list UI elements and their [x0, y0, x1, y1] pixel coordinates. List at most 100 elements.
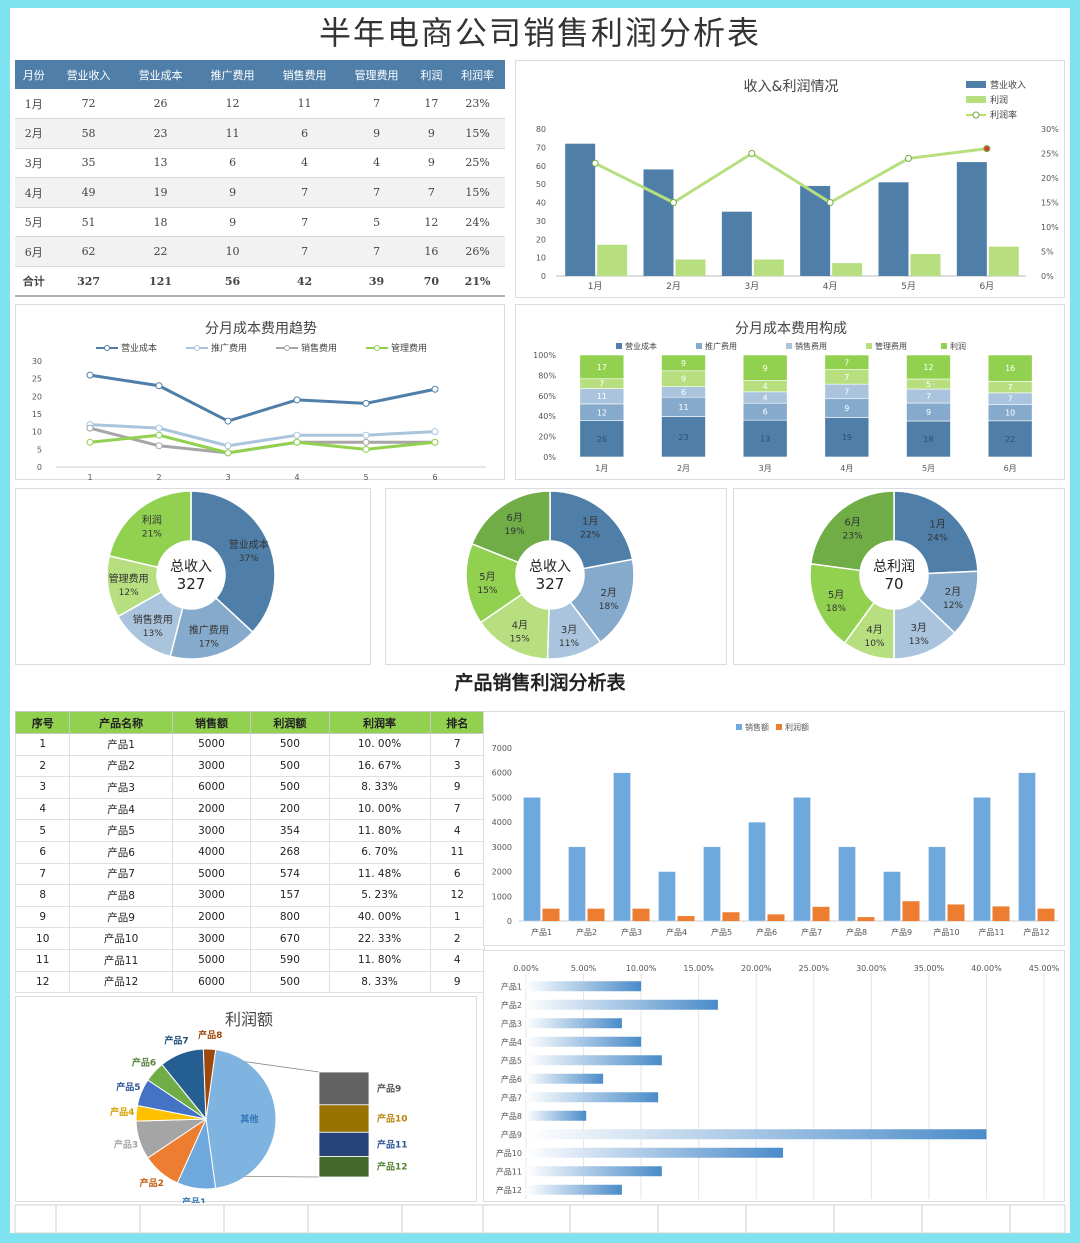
bar-sales	[838, 846, 856, 922]
monthly-table-cell: 26	[124, 89, 197, 120]
line-point	[362, 438, 370, 446]
monthly-table-cell: 9	[196, 177, 269, 208]
legend-swatch	[104, 345, 110, 351]
stack-label: 12	[923, 363, 933, 372]
monthly-table-cell: 23	[124, 118, 197, 149]
point-profit-rate	[591, 159, 599, 167]
pie-slice	[202, 1048, 217, 1120]
product-table-cell: 22. 33%	[328, 927, 431, 950]
legend-swatch	[194, 345, 200, 351]
product-table-cell: 3000	[171, 754, 252, 778]
bar-sales	[883, 871, 901, 922]
y-tick-label: 产品8	[501, 1111, 522, 1121]
bar-revenue	[956, 162, 987, 276]
y2-tick-label: 20%	[1041, 174, 1059, 183]
center-label: 总收入	[529, 559, 571, 575]
sheet-footer-grid	[14, 1204, 1066, 1234]
x-tick-label: 5月	[901, 281, 916, 292]
monthly-table-header: 利润率	[450, 60, 505, 89]
legend-swatch	[972, 111, 980, 119]
donut-slice	[108, 490, 192, 569]
chart-title: 收入&利润情况	[744, 79, 839, 95]
product-table-cell: 7	[429, 733, 486, 756]
product-table-cell: 12	[14, 970, 71, 994]
line-point	[293, 431, 301, 439]
y-tick-label: 产品5	[501, 1055, 522, 1065]
product-table-header: 销售额	[171, 711, 252, 734]
bar-profit	[988, 246, 1019, 276]
stack-label: 7	[844, 358, 849, 367]
slice-label: 3月	[911, 622, 927, 634]
slice-percent: 11%	[559, 639, 579, 649]
legend-swatch	[966, 81, 986, 88]
y-tick-label: 6000	[492, 769, 512, 778]
y-tick-label: 80%	[538, 371, 556, 380]
slice-label: 6月	[506, 512, 522, 524]
bar-profit	[677, 916, 695, 921]
bar-profit	[857, 917, 875, 921]
donut-hole	[158, 542, 224, 608]
product-table-cell: 500	[250, 970, 330, 994]
slice-label: 管理费用	[109, 572, 149, 585]
x-tick-label: 35.00%	[914, 964, 945, 973]
monthly-table-row: 6月 62 22 10 7 7 16 26%	[15, 236, 505, 268]
pie-slice	[205, 1049, 277, 1189]
product-table-cell: 3000	[171, 819, 252, 842]
y2-tick-label: 5%	[1041, 248, 1054, 257]
product-table-cell: 2	[14, 754, 71, 778]
x-tick-label: 10.00%	[626, 964, 657, 973]
line-profit-rate	[594, 147, 988, 205]
monthly-table-cell: 56	[196, 266, 269, 298]
legend-label: 推广费用	[211, 342, 247, 354]
stack-label: 7	[844, 373, 849, 382]
bar-sales	[613, 772, 631, 922]
page-title: 半年电商公司销售利润分析表	[318, 14, 761, 52]
product-table-cell: 9	[429, 776, 486, 799]
monthly-table-cell: 22	[124, 236, 197, 268]
legend-swatch	[966, 96, 986, 103]
slice-label: 利润	[142, 514, 162, 527]
product-table-cell: 11	[429, 840, 486, 864]
monthly-table-cell: 合计	[15, 266, 53, 298]
chart-title: 分月成本费用趋势	[205, 321, 317, 337]
line-point	[224, 442, 232, 450]
pie-slice-label: 其他	[240, 1113, 258, 1125]
other-segment	[318, 1131, 370, 1157]
legend-label: 销售额	[745, 722, 769, 732]
y-tick-label: 1000	[492, 892, 512, 901]
slice-percent: 12%	[119, 588, 139, 598]
legend-swatch	[866, 343, 872, 349]
product-table-cell: 1	[14, 733, 71, 756]
y2-tick-label: 15%	[1041, 199, 1059, 208]
line-point	[86, 424, 94, 432]
profit-pie-chart: 利润额其他产品1 产品2 产品3 产品4 产品5 产品6 产品7 产品8 产品9 产品10 产品11…	[110, 1010, 407, 1208]
stack-segment	[824, 417, 870, 458]
legend-swatch	[736, 724, 742, 730]
monthly-table-cell: 5	[340, 207, 413, 238]
monthly-table-header: 营业成本	[124, 60, 197, 89]
product-section-title: 产品销售利润分析表	[454, 672, 626, 694]
y2-tick-label: 25%	[1041, 150, 1059, 159]
monthly-table-cell: 17	[412, 89, 451, 120]
stack-segment	[987, 420, 1033, 458]
stack-label: 17	[597, 363, 607, 372]
bar-sales	[748, 821, 766, 922]
monthly-table-cell: 58	[52, 118, 125, 149]
stack-label: 22	[1005, 435, 1015, 444]
slice-label: 推广费用	[189, 623, 229, 636]
product-table-cell: 产品2	[69, 754, 173, 778]
legend-swatch	[374, 345, 380, 351]
product-table-row: 8 产品8 3000 157 5. 23% 12	[14, 884, 486, 907]
product-table-cell: 40. 00%	[328, 905, 431, 929]
x-tick-label: 5月	[922, 464, 935, 473]
product-table-cell: 3	[14, 776, 71, 799]
stack-segment	[661, 416, 706, 458]
legend-label: 利润额	[785, 722, 809, 732]
legend-swatch	[616, 343, 622, 349]
slice-label: 5月	[479, 571, 495, 583]
x-tick-label: 产品3	[621, 927, 642, 937]
product-table-cell: 268	[250, 840, 330, 864]
pie-slice-label: 产品3	[114, 1139, 138, 1151]
monthly-table-cell: 327	[52, 266, 125, 298]
slice-percent: 15%	[510, 634, 530, 644]
